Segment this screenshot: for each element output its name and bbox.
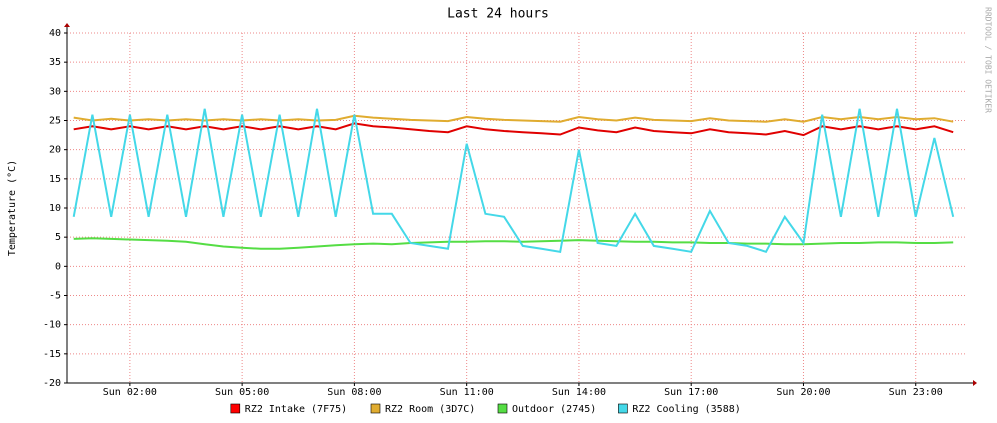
axis-arrow (973, 380, 977, 386)
series-line (73, 237, 954, 250)
y-tick-label: 15 (49, 174, 61, 185)
side-label: RRDTOOL / TOBI OETIKER (984, 7, 993, 113)
x-tick-label: Sun 14:00 (552, 387, 606, 398)
x-tick-label: Sun 11:00 (440, 387, 494, 398)
series-line (73, 122, 954, 137)
chart-title: Last 24 hours (447, 7, 549, 22)
y-tick-label: -15 (43, 349, 61, 360)
x-tick-label: Sun 05:00 (215, 387, 269, 398)
x-tick-label: Sun 02:00 (103, 387, 157, 398)
y-tick-label: 30 (49, 86, 61, 97)
series-line (73, 114, 954, 123)
axis-arrow (64, 23, 70, 27)
y-tick-label: 25 (49, 116, 61, 127)
legend-label: Outdoor (2745) (512, 404, 596, 415)
legend-swatch (618, 403, 628, 414)
y-tick-label: -10 (43, 320, 61, 331)
y-tick-label: 35 (49, 57, 61, 68)
legend-label: RZ2 Room (3D7C) (385, 404, 475, 415)
y-tick-label: 5 (55, 232, 61, 243)
legend-swatch (497, 403, 508, 414)
x-tick-label: Sun 08:00 (327, 387, 381, 398)
legend-swatch (370, 403, 381, 414)
legend-label: RZ2 Cooling (3588) (632, 404, 740, 415)
y-tick-label: -20 (43, 378, 61, 389)
y-tick-label: -5 (49, 291, 61, 302)
y-tick-label: 20 (49, 145, 61, 156)
legend-label: RZ2 Intake (7F75) (245, 404, 347, 415)
y-tick-label: 10 (49, 203, 61, 214)
x-tick-label: Sun 23:00 (889, 387, 943, 398)
series-line (72, 108, 955, 254)
x-tick-label: Sun 17:00 (664, 387, 718, 398)
x-tick-label: Sun 20:00 (776, 387, 830, 398)
y-tick-label: 0 (55, 261, 61, 272)
y-axis-label: Temperature (°C) (7, 160, 18, 256)
legend-swatch (230, 403, 241, 414)
y-tick-label: 40 (49, 28, 61, 39)
